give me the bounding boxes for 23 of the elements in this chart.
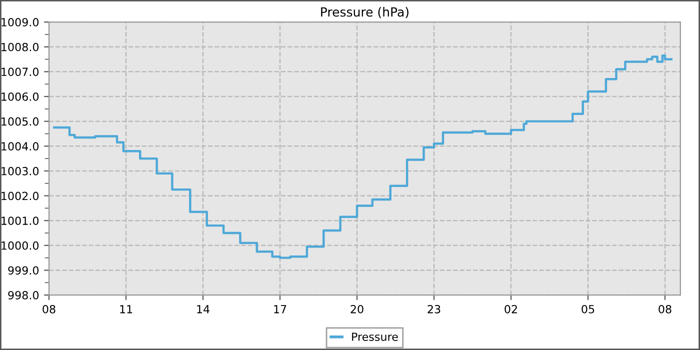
x-tick-label: 08	[42, 304, 56, 314]
x-tick-label: 11	[120, 305, 132, 314]
x-tick-label: 08	[658, 304, 672, 314]
x-tick-label: 23	[428, 304, 440, 314]
y-tick-label: 998.0	[8, 291, 39, 300]
y-tick-label: 1005.0	[2, 117, 39, 126]
y-tick-label: 999.0	[8, 266, 39, 275]
legend-label: Pressure	[352, 332, 398, 341]
y-tick-label: 1002.0	[2, 192, 39, 200]
y-tick-label: 1007.0	[2, 68, 39, 76]
x-tick-label: 17	[274, 305, 286, 314]
x-tick-label: 05	[582, 304, 594, 314]
y-tick-label: 1004.0	[2, 142, 39, 151]
y-tick-label: 1009.0	[2, 18, 39, 26]
chart-title: Pressure (hPa)	[321, 6, 408, 18]
y-tick-label: 1008.0	[2, 42, 39, 52]
x-tick-label: 02	[504, 304, 517, 314]
x-tick-label: 14	[197, 305, 210, 314]
y-tick-label: 1001.0	[2, 216, 39, 225]
y-tick-label: 1003.0	[2, 166, 39, 176]
y-tick-label: 1000.0	[2, 241, 39, 250]
y-tick-label: 1006.0	[2, 92, 39, 101]
x-tick-label: 20	[350, 304, 364, 314]
